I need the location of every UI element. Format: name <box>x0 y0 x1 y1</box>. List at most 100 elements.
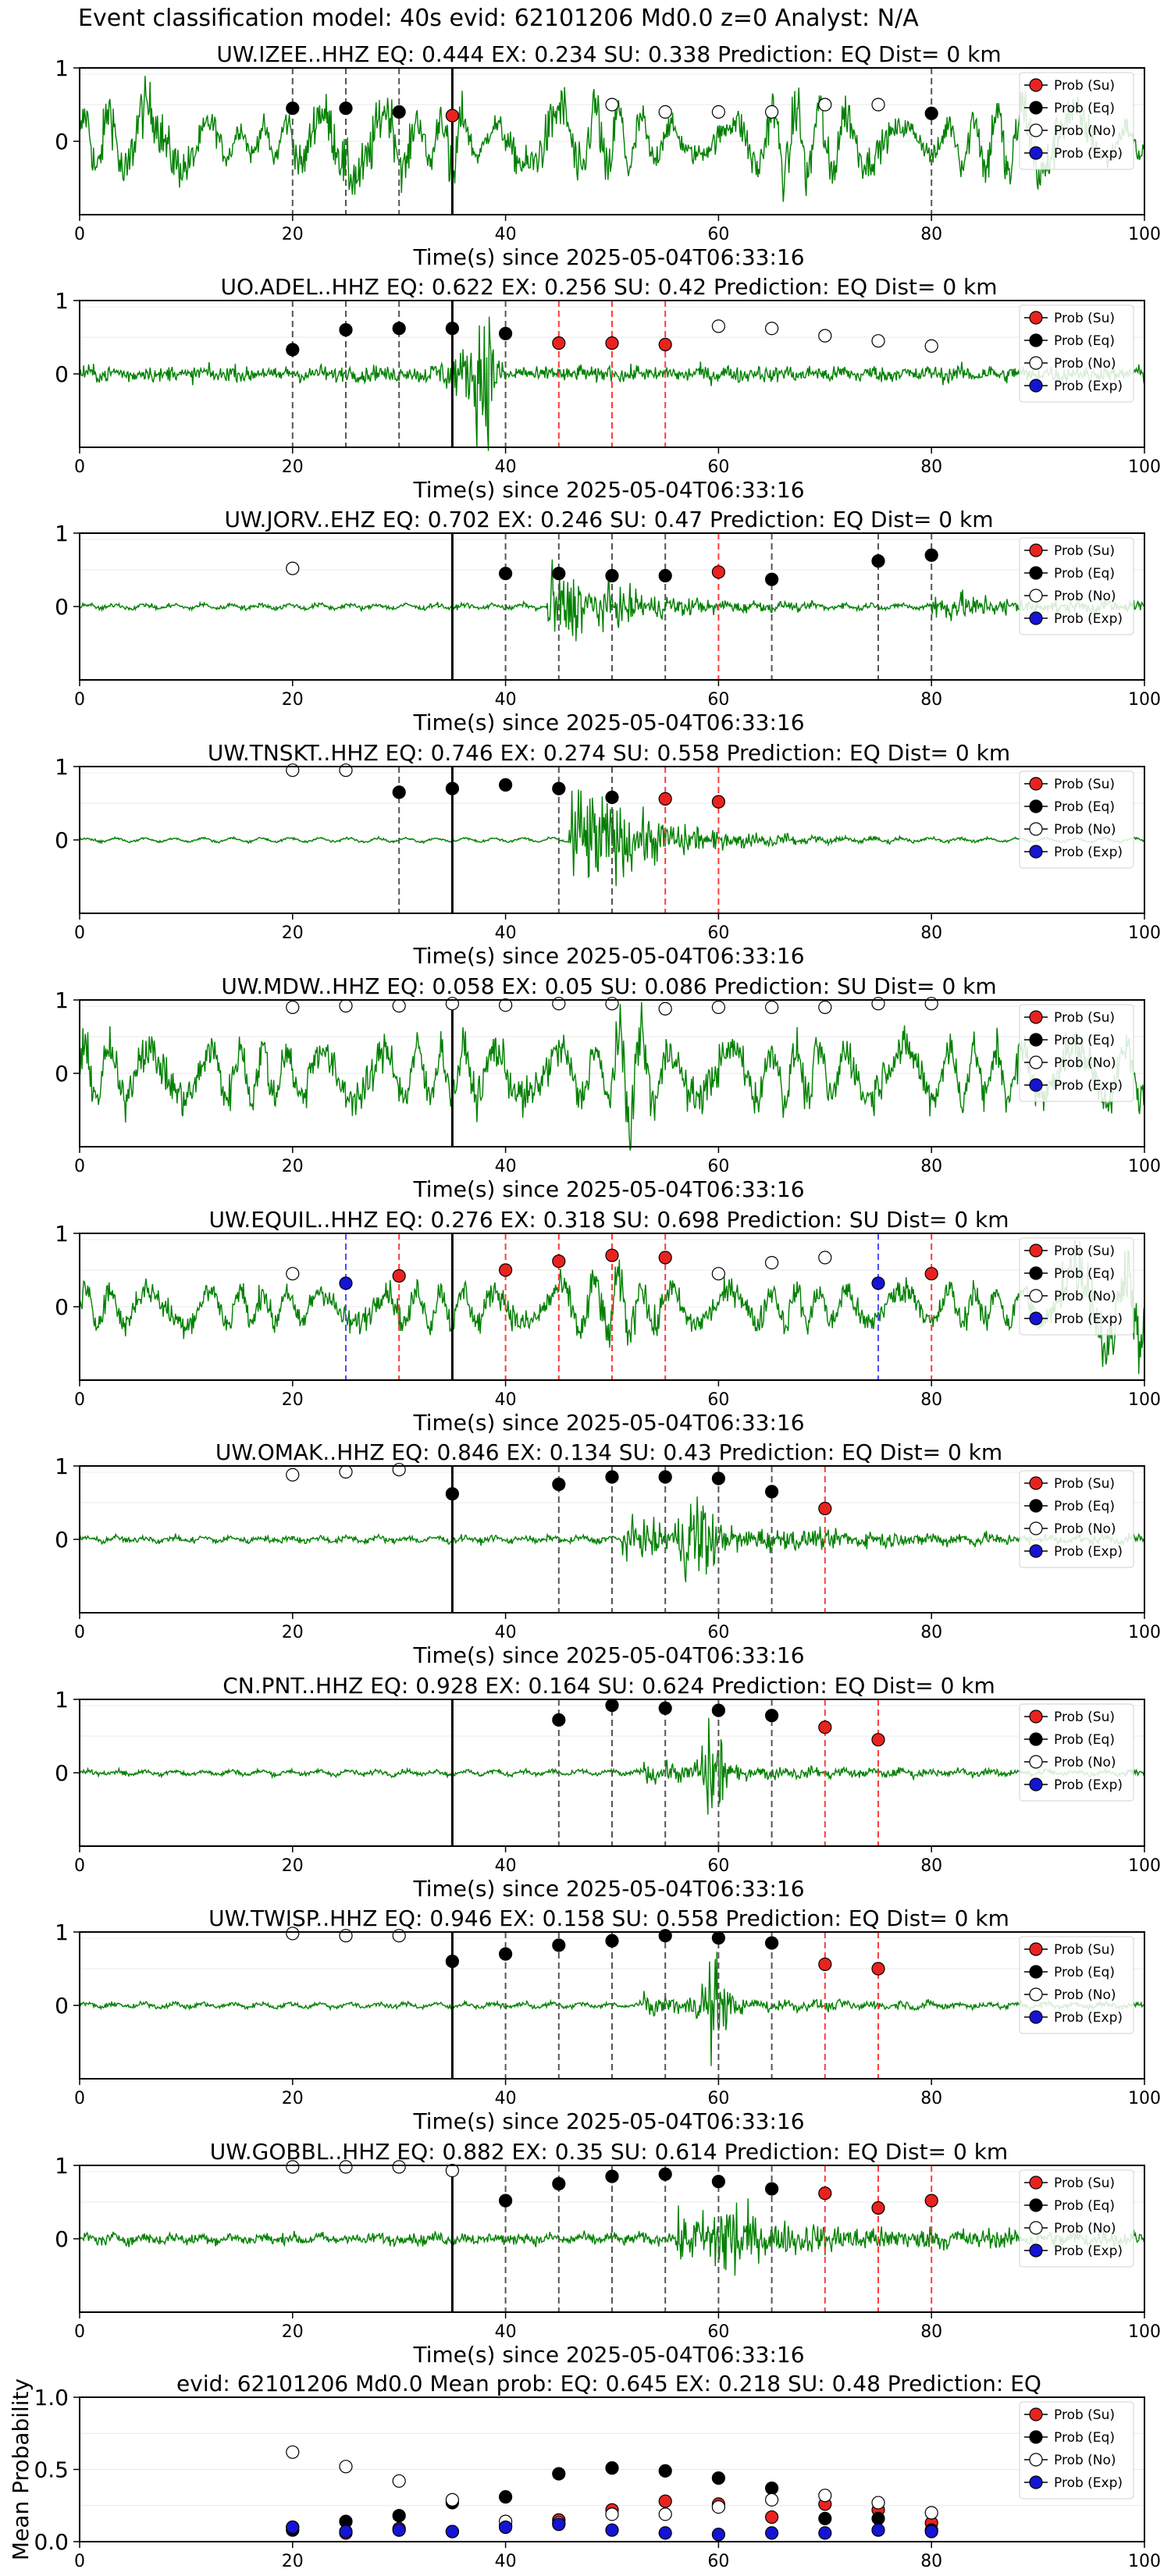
prob-point-eq <box>552 1477 566 1492</box>
x-axis-label: Time(s) since 2025-05-04T06:33:16 <box>412 477 804 503</box>
panel-title-8: UW.TWISP..HHZ EQ: 0.946 EX: 0.158 SU: 0.… <box>208 1905 1009 1931</box>
waveform-trace <box>79 316 1145 451</box>
x-tick-label: 0 <box>74 2322 85 2342</box>
prob-point-eq <box>658 568 672 583</box>
y-tick-label: 1 <box>55 288 69 314</box>
mean-point-exp <box>764 2526 779 2540</box>
legend-label-exp: Prob (Exp) <box>1054 611 1123 627</box>
prob-point-eq <box>658 2167 672 2181</box>
mean-point-eq <box>605 2461 619 2475</box>
legend-marker-su <box>1029 2407 1043 2421</box>
prob-point-eq <box>924 548 938 562</box>
prob-point-su <box>711 565 726 579</box>
panel-title-9: UW.GOBBL..HHZ EQ: 0.882 EX: 0.35 SU: 0.6… <box>210 2139 1008 2165</box>
legend-label-no: Prob (No) <box>1054 1987 1116 2003</box>
legend-box <box>1019 1470 1134 1568</box>
legend-label-no: Prob (No) <box>1054 1755 1116 1770</box>
legend-label-exp: Prob (Exp) <box>1054 379 1123 394</box>
prob-point-eq <box>764 1936 779 1950</box>
prob-point-eq <box>498 2194 513 2208</box>
x-axis-label: Time(s) since 2025-05-04T06:33:16 <box>412 1642 804 1668</box>
prob-point-su <box>445 109 460 123</box>
prob-point-no <box>392 2160 406 2174</box>
x-tick-label: 0 <box>74 225 85 244</box>
prob-point-no <box>286 1267 300 1281</box>
mean-y-axis-label: Mean Probability <box>8 2379 34 2560</box>
waveform-trace <box>79 1240 1145 1375</box>
legend-label-eq: Prob (Eq) <box>1054 1965 1115 1980</box>
x-axis-label: Time(s) since 2025-05-04T06:33:16 <box>412 1410 804 1436</box>
legend-label-eq: Prob (Eq) <box>1054 1266 1115 1282</box>
legend-marker-su <box>1029 1942 1043 1956</box>
figure-title: Event classification model: 40s evid: 62… <box>78 5 919 32</box>
y-tick-label: 1 <box>55 1920 69 1945</box>
prob-point-no <box>658 1002 672 1016</box>
x-tick-label: 20 <box>282 690 304 710</box>
y-tick-label: 0 <box>55 361 69 387</box>
legend-label-exp: Prob (Exp) <box>1054 2243 1123 2259</box>
legend-label-exp: Prob (Exp) <box>1054 1777 1123 1793</box>
legend-label-no: Prob (No) <box>1054 1521 1116 1537</box>
mean-panel-title: evid: 62101206 Md0.0 Mean prob: EQ: 0.64… <box>176 2371 1041 2396</box>
mean-point-eq <box>818 2511 832 2525</box>
legend-label-eq: Prob (Eq) <box>1054 2198 1115 2214</box>
x-tick-label: 80 <box>920 457 942 477</box>
prob-point-eq <box>392 105 406 119</box>
x-axis-label: Time(s) since 2025-05-04T06:33:16 <box>412 710 804 735</box>
x-tick-label: 80 <box>920 1623 942 1642</box>
legend-marker-no <box>1029 1521 1043 1535</box>
legend-marker-eq <box>1029 101 1043 115</box>
legend-marker-no <box>1029 1987 1043 2001</box>
prob-point-no <box>339 2160 353 2174</box>
x-tick-label: 100 <box>1128 457 1161 477</box>
x-axis-label: Time(s) since 2025-05-04T06:33:16 <box>412 244 804 270</box>
legend-label-no: Prob (No) <box>1054 1289 1116 1304</box>
waveform-trace <box>79 1002 1145 1151</box>
prob-point-eq <box>445 322 460 336</box>
prob-point-no <box>286 1000 300 1015</box>
legend-box <box>1019 770 1134 869</box>
prob-point-eq <box>711 1471 726 1485</box>
x-tick-label: 0 <box>74 923 85 943</box>
mean-point-no <box>392 2474 406 2488</box>
legend-label-eq: Prob (Eq) <box>1054 799 1115 815</box>
mean-point-eq <box>871 2511 885 2525</box>
legend-box <box>1019 2401 1134 2500</box>
legend-label-exp: Prob (Exp) <box>1054 1078 1123 1094</box>
panel-title-3: UW.TNSKT..HHZ EQ: 0.746 EX: 0.274 SU: 0.… <box>208 740 1010 766</box>
legend-label-su: Prob (Su) <box>1054 1476 1115 1492</box>
legend-label-exp: Prob (Exp) <box>1054 845 1123 860</box>
y-tick-label: 0 <box>55 2226 69 2252</box>
prob-point-no <box>286 561 300 575</box>
mean-point-no <box>339 2460 353 2474</box>
prob-point-no <box>392 998 406 1013</box>
mean-point-eq <box>392 2509 406 2523</box>
prob-point-eq <box>605 1698 619 1713</box>
mean-point-eq <box>658 2464 672 2478</box>
y-tick-label: 1 <box>55 1687 69 1713</box>
x-axis-label: Time(s) since 2025-05-04T06:33:16 <box>412 2108 804 2134</box>
panel-title-4: UW.MDW..HHZ EQ: 0.058 EX: 0.05 SU: 0.086… <box>221 973 996 999</box>
legend-marker-no <box>1029 123 1043 137</box>
mean-point-eq <box>552 2467 566 2481</box>
x-tick-label: 100 <box>1128 1157 1161 1176</box>
legend-marker-su <box>1029 311 1043 325</box>
prob-point-eq <box>658 1701 672 1715</box>
panel-title-7: CN.PNT..HHZ EQ: 0.928 EX: 0.164 SU: 0.62… <box>222 1673 995 1699</box>
y-tick-label: 1 <box>55 1453 69 1479</box>
y-tick-label: 0 <box>55 129 69 155</box>
x-tick-label: 80 <box>920 1390 942 1410</box>
legend-label-su: Prob (Su) <box>1054 1010 1115 1026</box>
mean-point-no <box>818 2489 832 2503</box>
legend-marker-no <box>1029 589 1043 603</box>
legend-label-exp: Prob (Exp) <box>1054 1311 1123 1327</box>
prob-point-eq <box>552 1938 566 1952</box>
prob-point-su <box>818 2186 832 2201</box>
legend-marker-su <box>1029 1476 1043 1490</box>
mean-point-eq <box>498 2490 513 2504</box>
prob-point-no <box>871 334 885 348</box>
prob-point-eq <box>552 781 566 795</box>
prob-point-no <box>818 98 832 112</box>
legend-label-no: Prob (No) <box>1054 356 1116 372</box>
legend-marker-no <box>1029 356 1043 370</box>
